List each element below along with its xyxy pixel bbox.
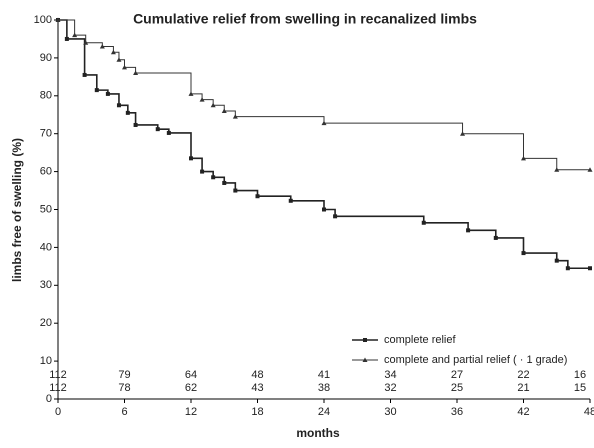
legend-label: complete and partial relief ( · 1 grade): [384, 354, 567, 366]
y-tick-label: 70: [40, 128, 52, 140]
y-tick-label: 40: [40, 241, 52, 253]
y-tick-label: 60: [40, 166, 52, 178]
censor-marker: [554, 167, 560, 172]
x-tick-label: 24: [318, 406, 330, 418]
step-line: [58, 19, 590, 270]
at-risk-count: 32: [384, 382, 396, 394]
at-risk-count: 38: [318, 382, 330, 394]
censor-marker: [460, 131, 466, 136]
x-tick-label: 12: [185, 406, 197, 418]
censor-marker: [255, 194, 260, 199]
at-risk-count: 22: [517, 369, 529, 381]
step-line: [58, 19, 590, 171]
censor-marker: [521, 155, 526, 161]
censor-marker: [116, 103, 121, 108]
x-tick-label: 30: [384, 406, 396, 418]
at-risk-count: 43: [251, 382, 263, 394]
censor-marker: [232, 114, 238, 119]
x-tick-label: 42: [517, 406, 529, 418]
at-risk-count: 112: [49, 369, 67, 381]
censor-marker: [233, 188, 238, 193]
censor-marker: [200, 169, 205, 174]
y-tick-label: 80: [40, 90, 52, 102]
at-risk-count: 112: [49, 382, 67, 394]
censor-marker: [99, 44, 105, 49]
censor-marker: [288, 198, 293, 203]
chart-title: Cumulative relief from swelling in recan…: [133, 11, 477, 27]
at-risk-count: 41: [318, 369, 330, 381]
censor-marker: [72, 32, 78, 38]
at-risk-count: 27: [451, 369, 463, 381]
censor-marker: [94, 88, 99, 93]
x-tick-label: 18: [251, 406, 263, 418]
legend-marker: [363, 338, 367, 342]
censor-marker: [521, 251, 526, 256]
y-tick-label: 50: [40, 203, 52, 215]
at-risk-count: 34: [384, 369, 396, 381]
y-axis-label: limbs free of swelling (%): [10, 138, 24, 282]
censor-marker: [166, 130, 171, 135]
at-risk-count: 62: [185, 382, 197, 394]
x-tick-label: 36: [451, 406, 463, 418]
censor-marker: [110, 49, 116, 55]
at-risk-count: 64: [185, 369, 197, 381]
censor-marker: [322, 207, 326, 212]
censor-marker: [466, 228, 471, 233]
censor-marker: [105, 91, 110, 96]
censor-marker: [333, 214, 338, 219]
censor-marker: [493, 235, 498, 240]
censor-marker: [125, 110, 130, 115]
y-tick-label: 10: [40, 355, 52, 367]
censor-marker: [588, 266, 592, 271]
x-tick-label: 6: [121, 406, 127, 418]
at-risk-count: 16: [574, 369, 586, 381]
x-tick-label: 48: [584, 406, 594, 418]
censor-marker: [221, 108, 227, 113]
censor-marker: [554, 258, 559, 263]
at-risk-count: 21: [517, 382, 529, 394]
y-tick-label: 100: [34, 14, 52, 26]
censor-marker: [122, 64, 127, 70]
y-tick-label: 90: [40, 52, 52, 64]
censor-marker: [55, 17, 61, 22]
legend-marker: [362, 357, 368, 362]
at-risk-count: 79: [118, 369, 130, 381]
censor-marker: [210, 102, 216, 108]
censor-marker: [421, 220, 426, 225]
censor-marker: [64, 36, 69, 41]
censor-marker: [82, 72, 87, 77]
censor-marker: [133, 70, 139, 76]
censor-marker: [565, 266, 570, 271]
censor-marker: [188, 91, 194, 96]
at-risk-count: 25: [451, 382, 463, 394]
censor-marker: [321, 120, 327, 126]
x-axis-label: months: [296, 426, 340, 440]
censor-marker: [587, 167, 593, 172]
at-risk-count: 48: [251, 369, 263, 381]
x-tick-label: 0: [55, 406, 61, 418]
censor-marker: [189, 156, 193, 161]
at-risk-count: 15: [574, 382, 586, 394]
legend-label: complete relief: [384, 334, 456, 346]
censor-marker: [222, 180, 227, 185]
censor-marker: [116, 57, 122, 62]
censor-marker: [83, 40, 89, 45]
y-tick-label: 30: [40, 279, 52, 291]
y-tick-label: 20: [40, 317, 52, 329]
censor-marker: [133, 122, 138, 127]
y-tick-label: 0: [46, 393, 52, 405]
censor-marker: [199, 97, 205, 102]
censor-marker: [211, 175, 216, 180]
censor-marker: [155, 127, 160, 132]
at-risk-count: 78: [118, 382, 130, 394]
